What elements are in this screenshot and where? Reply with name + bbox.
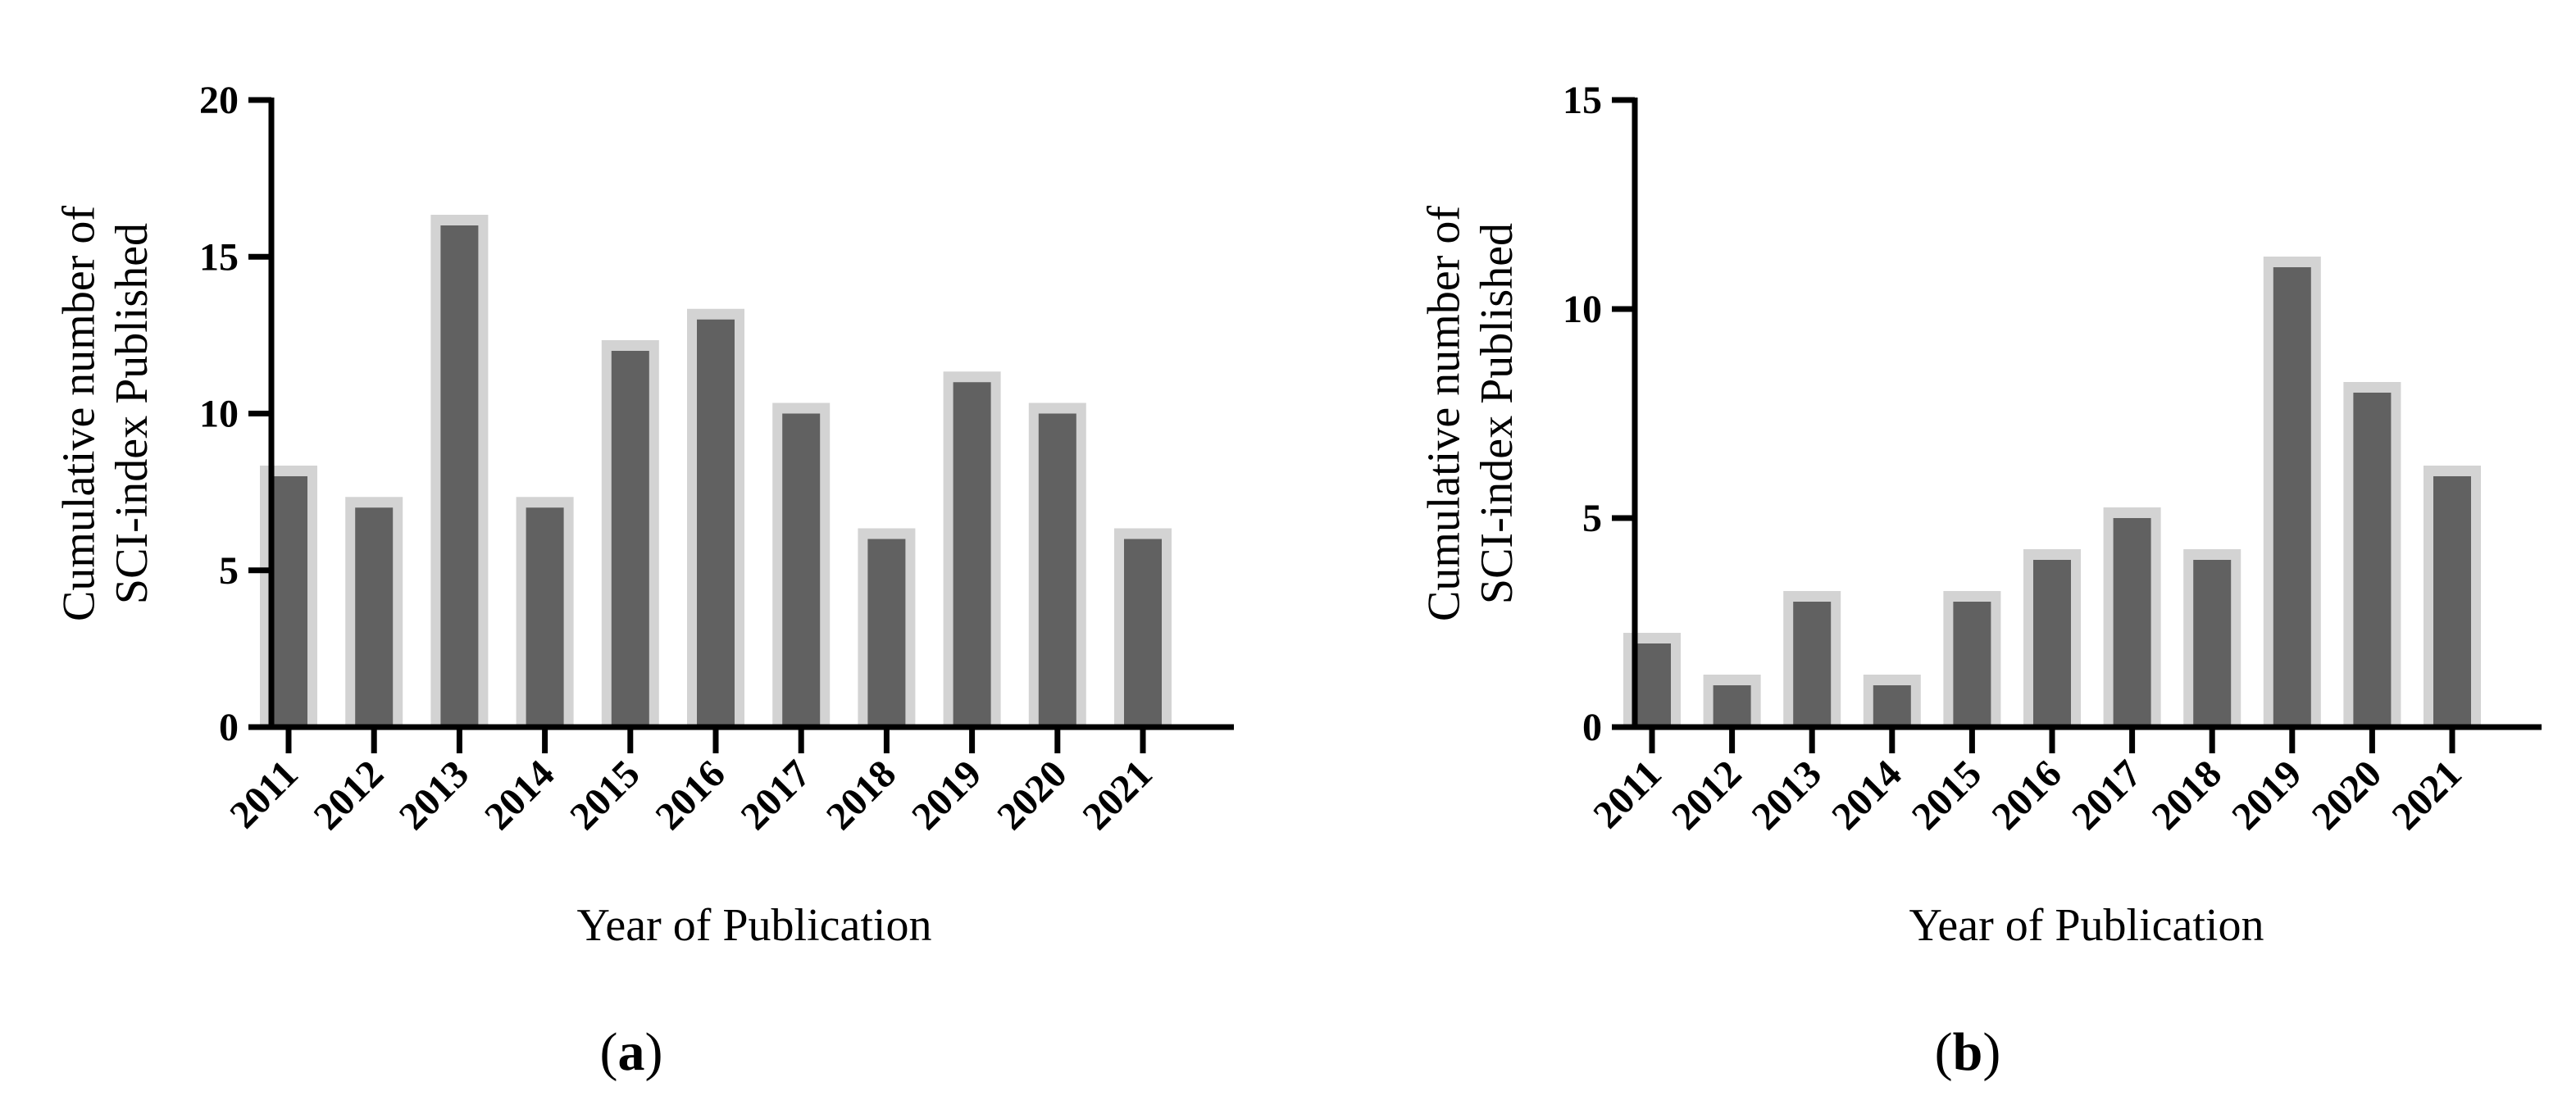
x-tick-label: 2018 — [2144, 752, 2230, 838]
bar-2020 — [1038, 413, 1076, 727]
chart-panel-b: 0510152011201220132014201520162017201820… — [1418, 79, 2542, 1082]
y-tick-label: 10 — [199, 393, 239, 436]
x-tick-label: 2011 — [1585, 752, 1669, 836]
x-axis-title: Year of Publication — [1909, 900, 2264, 951]
bar-2017 — [782, 413, 821, 727]
x-tick-label: 2017 — [733, 752, 819, 838]
x-tick-label: 2016 — [1983, 752, 2069, 838]
x-tick-label: 2015 — [1904, 752, 1990, 838]
bar-2012 — [1713, 685, 1751, 727]
y-tick-label: 0 — [219, 706, 239, 749]
x-tick-label: 2011 — [221, 752, 306, 836]
x-tick-label: 2019 — [2223, 752, 2310, 838]
x-tick-label: 2019 — [903, 752, 990, 838]
bar-2019 — [953, 382, 991, 727]
panel-label: (b) — [1935, 1022, 2001, 1082]
y-tick-label: 0 — [1582, 706, 1602, 749]
x-tick-label: 2013 — [1744, 752, 1830, 838]
x-tick-label: 2012 — [306, 752, 392, 838]
bar-2015 — [611, 351, 649, 727]
x-tick-label: 2021 — [1074, 752, 1160, 838]
bar-2014 — [1873, 685, 1911, 727]
x-tick-label: 2014 — [1823, 752, 1909, 838]
x-tick-label: 2016 — [647, 752, 733, 838]
y-tick-label: 5 — [219, 549, 239, 593]
y-tick-label: 20 — [199, 79, 239, 122]
x-tick-label: 2020 — [989, 752, 1075, 838]
chart-panel-a: 0 5 10 15 20 20112012201320142015201620172018… — [53, 79, 1234, 1082]
y-tick-label: 15 — [1563, 79, 1602, 122]
bar-2013 — [440, 225, 479, 727]
y-tick-label: 15 — [199, 235, 239, 279]
y-axis-title: Cumulative number ofSCI-index Published — [53, 206, 157, 621]
bar-2012 — [355, 507, 394, 727]
bar-2011 — [1633, 643, 1671, 727]
y-axis-title: Cumulative number ofSCI-index Published — [1418, 206, 1522, 621]
x-tick-label: 2021 — [2383, 752, 2469, 838]
bar-2021 — [2433, 476, 2471, 727]
bar-2020 — [2353, 393, 2392, 727]
bar-2015 — [1953, 602, 1991, 727]
x-axis-title: Year of Publication — [577, 900, 932, 951]
x-tick-label: 2012 — [1663, 752, 1750, 838]
y-tick-label: 10 — [1563, 288, 1602, 331]
bar-2016 — [2033, 560, 2071, 727]
panel-label: (a) — [600, 1022, 663, 1082]
bar-2018 — [867, 539, 906, 727]
x-tick-label: 2013 — [391, 752, 477, 838]
x-tick-label: 2015 — [562, 752, 648, 838]
bar-2017 — [2113, 518, 2151, 727]
bar-2011 — [270, 476, 307, 727]
x-tick-label: 2014 — [476, 752, 562, 838]
x-tick-label: 2017 — [2064, 752, 2150, 838]
bar-2016 — [697, 319, 735, 727]
bar-2013 — [1793, 602, 1832, 727]
bar-2018 — [2193, 560, 2232, 727]
bar-2021 — [1124, 539, 1162, 727]
x-tick-label: 2018 — [818, 752, 904, 838]
x-tick-label: 2020 — [2304, 752, 2390, 838]
bar-2019 — [2273, 267, 2311, 727]
y-tick-label: 5 — [1582, 497, 1602, 540]
bar-2014 — [526, 507, 564, 727]
